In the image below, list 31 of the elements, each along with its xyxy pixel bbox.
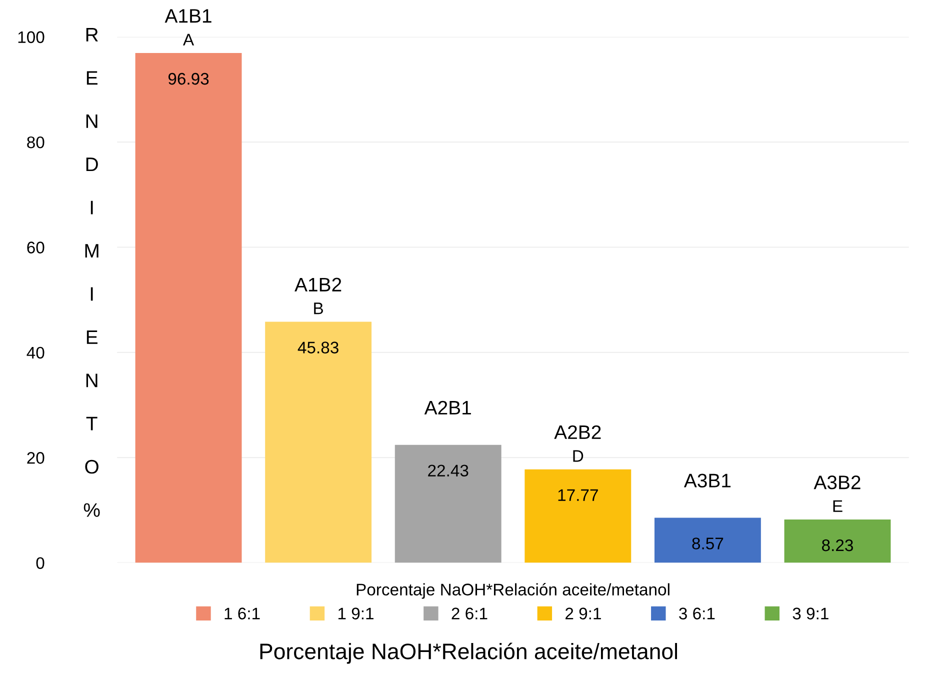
annotation: A [182,34,194,46]
data-label: 96.93 [168,72,209,85]
y-tick-label: 80 [27,136,44,148]
x-tick-label: A1B1 [164,9,212,23]
x-tick-label: A3B1 [684,474,731,488]
x-tick-label: A2B1 [424,400,471,414]
annotation: B [314,302,323,314]
y-tick-label: 0 [36,557,44,569]
y-tick-label: 20 [27,452,44,464]
data-label: 8.23 [822,539,853,552]
y-tick-label: 100 [18,31,44,44]
legend-label: 3 6:1 [679,608,715,620]
x-tick-label: A1B2 [294,278,342,292]
data-label: 17.77 [558,489,598,501]
y-tick-label: 60 [27,242,44,254]
legend-title: Porcentaje NaOH*Relación aceite/metanol [356,583,670,599]
annotation: D [573,450,584,462]
text: RENDIMIENTO % [84,28,100,517]
x-tick-label: A3B2 [814,476,860,490]
legend-label: 1 6:1 [224,608,260,620]
legend-label: 2 9:1 [566,608,601,620]
legend-label: 3 9:1 [792,608,828,620]
legend-label: 1 9:1 [338,608,374,620]
data-label: 22.43 [428,464,468,477]
x-tick-label: A2B2 [554,425,601,439]
y-tick-label: 40 [26,346,44,359]
annotation: E [833,500,842,512]
legend-label: 2 6:1 [452,608,488,620]
x-axis-title: Porcentaje NaOH*Relación aceite/metanol [260,642,678,664]
data-label: 8.57 [692,538,724,550]
data-label: 45.83 [298,342,338,354]
